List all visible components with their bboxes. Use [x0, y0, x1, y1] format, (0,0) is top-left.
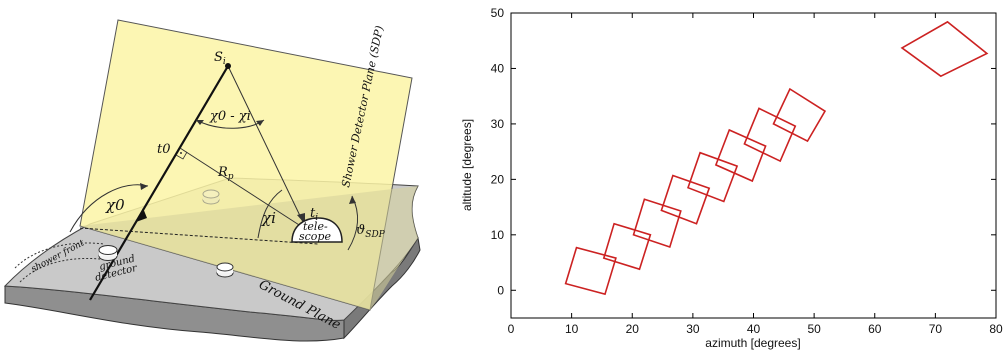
- x-axis-label: azimuth [degrees]: [705, 336, 800, 350]
- angle-arc-chi0-arrow: [140, 183, 148, 190]
- axis-ticks: 0 10 20 30 40 50 60 70 80 0 10 20 30 40 50: [491, 6, 1003, 336]
- y-tick-label: 50: [491, 6, 505, 20]
- data-quad-1: [564, 246, 617, 296]
- data-quad-2: [602, 222, 652, 271]
- angle-arc-arrow-a: [196, 120, 204, 125]
- y-axis-label: altitude [degrees]: [460, 119, 474, 211]
- shower-axis-arrow: [136, 208, 147, 222]
- t0-label: t0: [157, 142, 171, 157]
- rp-line: [179, 147, 311, 233]
- x-tick-label: 40: [747, 322, 761, 336]
- data-quad-6: [714, 128, 767, 183]
- shower-axis: [89, 65, 229, 301]
- point-s-label: Si: [214, 50, 226, 67]
- y-tick-label: 0: [497, 283, 504, 297]
- y-tick-label: 40: [491, 61, 505, 75]
- theta-sdp-label: ϑSDP: [356, 223, 386, 240]
- ground-detector-3: [202, 189, 220, 205]
- y-tick-label: 30: [491, 117, 505, 131]
- angle-arc-theta-arrow: [349, 196, 356, 204]
- azimuth-altitude-chart: 0 10 20 30 40 50 60 70 80 0 10 20 30 40 50 azimuth [de…: [460, 6, 1003, 350]
- s-to-telescope-line: [227, 65, 304, 223]
- data-quads: [564, 20, 989, 296]
- angle-arc-arrow-b: [256, 120, 264, 126]
- x-tick-label: 80: [989, 322, 1003, 336]
- telescope-label-2: scope: [299, 230, 331, 243]
- x-tick-label: 30: [686, 322, 700, 336]
- chii-label: χi: [261, 209, 276, 227]
- angle-chi0-minus-chii-label: χ0 - χi: [209, 109, 251, 124]
- ground-detector-1: [98, 245, 118, 261]
- chi0-label: χ0: [105, 196, 125, 214]
- telescope-dome: [291, 217, 343, 243]
- plot-frame: [510, 12, 997, 319]
- ground-detector-2: [216, 262, 234, 278]
- y-tick-label: 20: [491, 172, 505, 186]
- x-tick-label: 70: [929, 322, 943, 336]
- x-tick-label: 20: [626, 322, 640, 336]
- data-quad-9: [900, 20, 989, 78]
- right-angle-dot: [180, 152, 182, 154]
- data-quad-5: [686, 151, 739, 203]
- data-quad-7: [743, 107, 797, 163]
- x-tick-label: 50: [807, 322, 821, 336]
- shower-front-curve: [14, 242, 105, 269]
- sdp-diagram: Shower Detector Plane (SDP) Si χ0 - χi t…: [3, 19, 421, 342]
- y-tick-label: 10: [491, 228, 505, 242]
- ti-label: ti: [310, 206, 318, 223]
- x-tick-label: 60: [868, 322, 882, 336]
- x-tick-label: 10: [565, 322, 579, 336]
- shower-front-curve-2: [19, 257, 109, 283]
- right-angle-mark: [175, 151, 188, 160]
- angle-arc-chii: [257, 189, 283, 239]
- ground-plane-shadow: [80, 186, 418, 310]
- x-tick-label: 0: [508, 322, 515, 336]
- data-quad-8: [772, 87, 827, 143]
- rp-label: Rp: [217, 165, 234, 182]
- point-s: [225, 63, 231, 69]
- data-quad-3: [632, 198, 682, 249]
- telescope-label-1: tele-: [303, 220, 328, 233]
- data-quad-4: [660, 174, 711, 225]
